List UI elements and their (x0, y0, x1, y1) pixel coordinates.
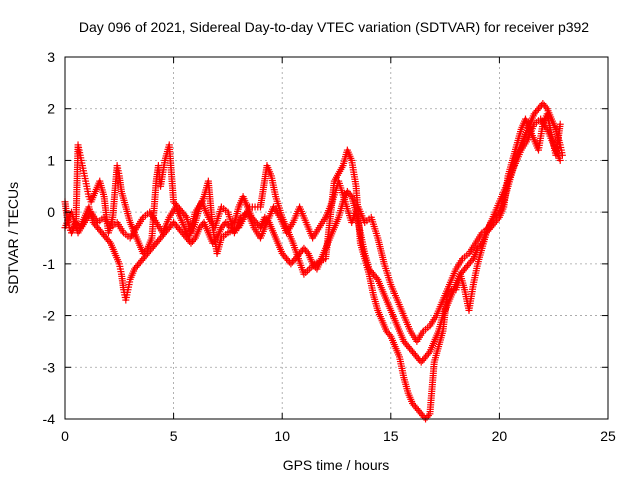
y-tick-label: -4 (43, 411, 56, 427)
data-point (385, 331, 393, 339)
plot-frame (64, 56, 609, 420)
data-points-layer (61, 100, 566, 423)
ticks-layer: 0 5 10 15 20 25 -4 -3 -2 -1 0 1 2 3 (43, 49, 616, 444)
chart-title: Day 096 of 2021, Sidereal Day-to-day VTE… (79, 19, 589, 35)
x-tick-label: 0 (61, 428, 69, 444)
x-tick-label: 25 (600, 428, 616, 444)
y-tick-label: 2 (47, 101, 55, 117)
y-tick-label: -1 (43, 256, 56, 272)
data-point (190, 236, 198, 244)
x-tick-label: 15 (383, 428, 399, 444)
data-point (558, 151, 566, 159)
x-tick-label: 20 (492, 428, 508, 444)
data-point (346, 191, 354, 199)
y-axis-label: SDTVAR / TECUs (5, 182, 21, 294)
data-point (303, 248, 311, 256)
data-point (556, 120, 564, 128)
data-point (142, 246, 150, 254)
series-group (61, 115, 564, 345)
x-tick-label: 10 (274, 428, 290, 444)
data-point (542, 103, 550, 111)
data-point (372, 274, 380, 282)
x-tick-label: 5 (170, 428, 178, 444)
y-tick-label: 3 (47, 49, 55, 65)
y-tick-label: -2 (43, 308, 56, 324)
y-tick-label: -3 (43, 359, 56, 375)
y-tick-label: 0 (47, 204, 55, 220)
data-point (556, 156, 564, 164)
data-point (468, 256, 476, 264)
grid-layer (65, 57, 608, 419)
data-point (424, 349, 432, 357)
data-point (105, 237, 113, 245)
y-tick-label: 1 (47, 152, 55, 168)
data-point (424, 412, 432, 420)
x-axis-label: GPS time / hours (283, 457, 390, 473)
